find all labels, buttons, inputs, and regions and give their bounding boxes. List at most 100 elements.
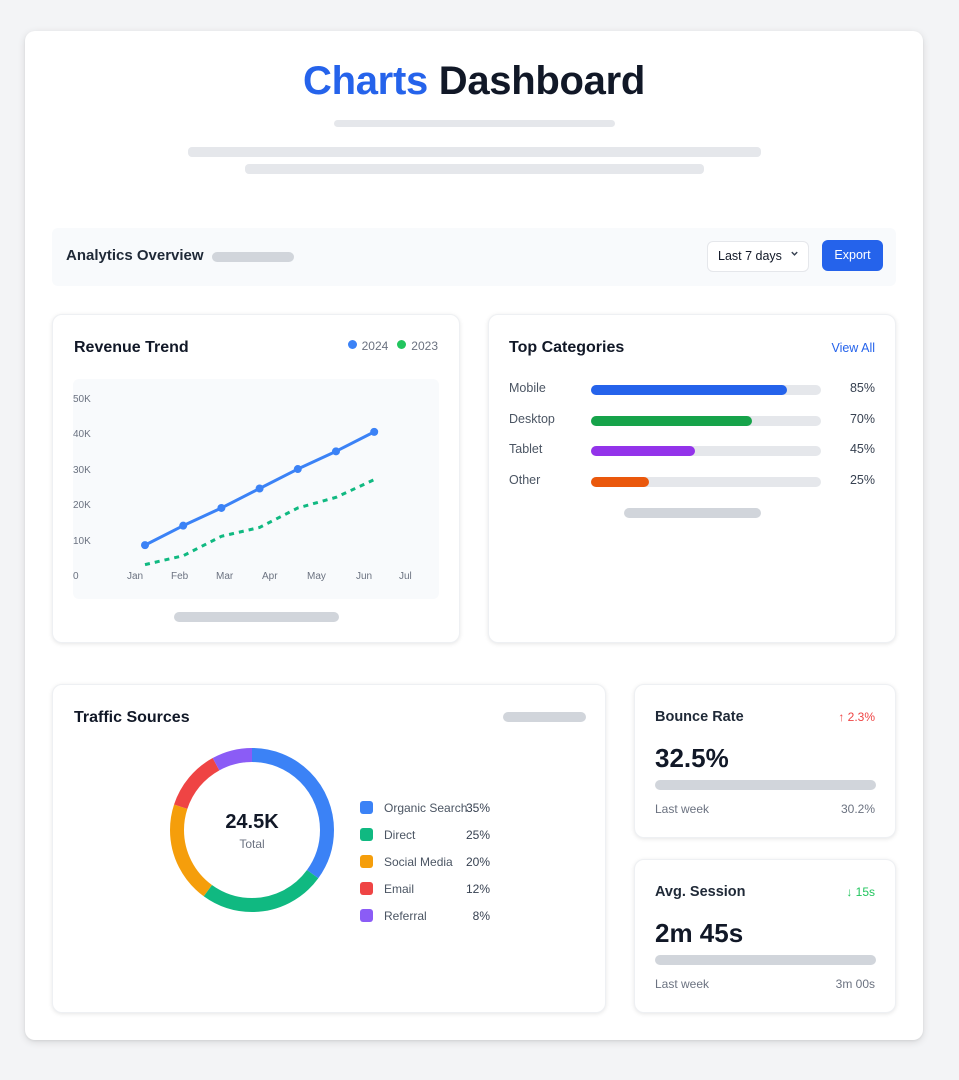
y-tick-label: 40K <box>73 429 91 440</box>
export-button[interactable]: Export <box>822 240 883 271</box>
traffic-legend-item: Email 12% <box>360 881 490 897</box>
avg-session-compare-value: 3m 00s <box>835 977 875 991</box>
traffic-sources-card: Traffic Sources 24.5K Total Organic Sear… <box>52 684 606 1013</box>
category-progress-track <box>591 385 821 395</box>
bounce-rate-compare-label: Last week <box>655 802 710 816</box>
category-progress-fill <box>591 446 695 456</box>
traffic-legend-item: Direct 25% <box>360 827 490 843</box>
toolbar-title-placeholder <box>212 252 294 262</box>
category-progress-track <box>591 416 821 426</box>
traffic-source-label: Email <box>384 882 415 896</box>
bounce-rate-compare-value: 30.2% <box>840 802 875 816</box>
data-point[interactable] <box>141 541 149 550</box>
traffic-source-percent: 8% <box>472 909 490 923</box>
top-categories-title: Top Categories <box>509 339 625 356</box>
traffic-source-label: Direct <box>384 828 416 842</box>
category-row: Tablet 45% <box>509 442 875 458</box>
category-percent: 70% <box>849 412 875 426</box>
line-plot-area <box>141 427 379 567</box>
legend-dot-2023 <box>397 339 407 349</box>
traffic-legend-item: Social Media 20% <box>360 854 490 870</box>
description-placeholder-line-1 <box>188 147 761 157</box>
subtitle-placeholder <box>334 120 615 127</box>
x-tick-label: Feb <box>171 571 189 582</box>
traffic-source-percent: 25% <box>465 828 490 842</box>
avg-session-title: Avg. Session <box>655 884 746 900</box>
page-title-main: Dashboard <box>438 59 646 103</box>
data-point[interactable] <box>370 427 379 436</box>
revenue-trend-title: Revenue Trend <box>74 339 189 356</box>
donut-segment[interactable] <box>170 748 334 912</box>
view-all-link[interactable]: View All <box>831 341 875 355</box>
chart-caption-placeholder <box>174 612 339 622</box>
avg-session-delta: ↓ 15s <box>846 885 875 899</box>
bounce-rate-delta: ↑ 2.3% <box>838 710 875 724</box>
x-tick-label: Jul <box>399 571 412 582</box>
data-point[interactable] <box>332 447 340 456</box>
traffic-header-placeholder <box>503 712 586 722</box>
traffic-legend-item: Organic Search 35% <box>360 800 490 816</box>
series-line-2023 <box>144 478 375 567</box>
y-tick-label: 30K <box>73 465 91 476</box>
data-point[interactable] <box>293 465 302 474</box>
x-tick-label: Jan <box>127 571 144 582</box>
category-label: Desktop <box>509 412 555 426</box>
avg-session-card: Avg. Session ↓ 15s 2m 45s Last week 3m 0… <box>634 859 896 1013</box>
date-range-select[interactable]: Last 7 days <box>707 241 809 272</box>
category-progress-track <box>591 477 821 487</box>
toolbar-title: Analytics Overview <box>66 247 204 264</box>
data-point[interactable] <box>255 484 264 493</box>
revenue-legend: 2024 2023 <box>347 339 438 353</box>
avg-session-value: 2m 45s <box>655 918 744 948</box>
category-row: Desktop 70% <box>509 412 875 428</box>
y-tick-label: 50K <box>73 394 91 405</box>
donut-segment[interactable] <box>170 748 334 912</box>
category-label: Tablet <box>509 442 543 456</box>
chevron-down-icon <box>790 249 799 261</box>
traffic-donut-chart: 24.5K Total <box>169 747 335 913</box>
donut-total-value: 24.5K <box>225 811 279 833</box>
date-range-value: Last 7 days <box>718 249 782 263</box>
traffic-source-label: Social Media <box>384 855 453 869</box>
top-categories-card: Top Categories View All Mobile 85% Desktop… <box>488 314 896 643</box>
avg-session-bar <box>655 955 876 965</box>
category-percent: 25% <box>849 473 875 487</box>
category-percent: 45% <box>849 442 875 456</box>
legend-swatch-icon <box>360 801 373 814</box>
x-tick-label: Apr <box>262 571 278 582</box>
x-tick-label: Mar <box>216 571 234 582</box>
traffic-source-percent: 35% <box>465 801 490 815</box>
y-tick-label: 0 <box>73 571 79 582</box>
category-label: Mobile <box>509 381 546 395</box>
bounce-rate-value: 32.5% <box>655 743 729 773</box>
data-point[interactable] <box>179 521 188 530</box>
page-title: Charts Dashboard <box>25 59 923 104</box>
legend-swatch-icon <box>360 882 373 895</box>
traffic-source-label: Referral <box>384 909 427 923</box>
legend-label-2024: 2024 <box>361 339 389 353</box>
revenue-trend-card: Revenue Trend 2024 2023 50K 40K 30K 20K … <box>52 314 460 643</box>
donut-segment[interactable] <box>170 748 334 912</box>
x-tick-label: Jun <box>356 571 373 582</box>
x-tick-label: May <box>307 571 326 582</box>
category-progress-track <box>591 446 821 456</box>
y-tick-label: 20K <box>73 500 91 511</box>
data-point[interactable] <box>217 503 226 512</box>
category-row: Other 25% <box>509 473 875 489</box>
legend-swatch-icon <box>360 828 373 841</box>
category-label: Other <box>509 473 541 487</box>
categories-footer-placeholder <box>624 508 761 518</box>
bounce-rate-card: Bounce Rate ↑ 2.3% 32.5% Last week 30.2% <box>634 684 896 838</box>
legend-swatch-icon <box>360 855 373 868</box>
traffic-sources-title: Traffic Sources <box>74 709 190 726</box>
category-progress-fill <box>591 416 752 426</box>
traffic-legend-item: Referral 8% <box>360 908 490 924</box>
revenue-line-chart: 50K 40K 30K 20K 10K 0 Jan Feb Mar Apr Ma… <box>73 379 439 599</box>
analytics-toolbar: Analytics Overview Last 7 days Export <box>52 228 896 286</box>
donut-total-label: Total <box>239 837 265 851</box>
category-progress-fill <box>591 477 649 487</box>
bounce-rate-bar <box>655 780 876 790</box>
description-placeholder-line-2 <box>245 164 704 174</box>
avg-session-compare-label: Last week <box>655 977 710 991</box>
category-percent: 85% <box>849 381 875 395</box>
